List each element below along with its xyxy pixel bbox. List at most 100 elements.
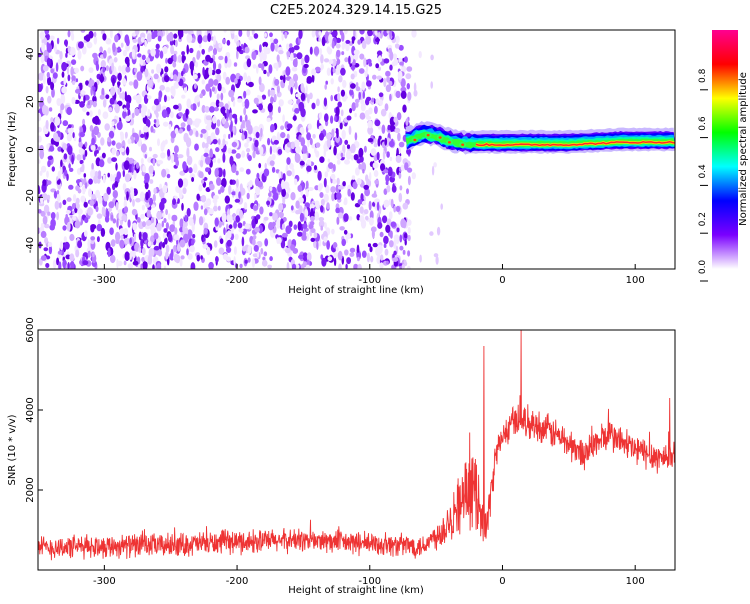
noise-speckle [164, 75, 170, 83]
noise-speckle [362, 90, 365, 100]
noise-speckle [433, 162, 437, 168]
noise-speckle [230, 30, 235, 34]
noise-speckle [202, 244, 208, 249]
noise-speckle [400, 164, 406, 171]
noise-speckle [401, 264, 405, 269]
noise-speckle [116, 120, 123, 131]
noise-speckle [125, 66, 131, 73]
noise-speckle [376, 75, 382, 80]
noise-speckle [300, 57, 305, 66]
noise-speckle [264, 238, 269, 247]
noise-speckle [182, 161, 187, 171]
noise-speckle [324, 171, 329, 178]
noise-speckle [319, 192, 324, 198]
noise-speckle [196, 254, 201, 262]
noise-speckle [201, 179, 205, 184]
spectrogram-y-ticks: -40 -20 0 20 40 [25, 48, 43, 253]
noise-speckle [133, 79, 139, 89]
signal-core-red [475, 141, 675, 147]
noise-speckle [189, 47, 194, 54]
y-tick-label: 2000 [25, 477, 36, 502]
noise-speckle [302, 252, 308, 261]
noise-speckle [177, 30, 184, 38]
noise-speckle [88, 30, 94, 39]
noise-speckle [395, 155, 402, 163]
noise-speckle [203, 152, 209, 158]
noise-speckle [372, 74, 377, 80]
noise-speckle [290, 87, 293, 95]
noise-speckle [117, 81, 121, 86]
noise-speckle [200, 133, 203, 138]
noise-speckle [268, 192, 272, 198]
noise-speckle [294, 178, 298, 186]
noise-speckle [44, 223, 50, 229]
noise-speckle [220, 185, 225, 193]
noise-speckle [290, 141, 295, 150]
noise-speckle [169, 224, 176, 233]
figure-title: C2E5.2024.329.14.15.G25 [270, 3, 442, 18]
noise-speckle [330, 173, 336, 180]
noise-speckle [69, 261, 75, 269]
noise-speckle [117, 87, 121, 95]
noise-speckle [254, 226, 260, 233]
noise-speckle [377, 244, 383, 255]
noise-speckle [141, 257, 146, 262]
noise-speckle [95, 205, 99, 213]
noise-speckle [213, 79, 219, 86]
noise-speckle [198, 216, 204, 226]
noise-speckle [361, 81, 366, 91]
noise-speckle [366, 30, 373, 37]
noise-speckle [367, 138, 374, 143]
noise-speckle [177, 103, 182, 112]
noise-speckle [171, 214, 178, 222]
noise-speckle [100, 227, 106, 237]
noise-speckle [266, 71, 270, 77]
noise-speckle [146, 131, 149, 138]
snr-series-line [38, 330, 675, 561]
noise-speckle [207, 33, 212, 42]
noise-speckle [202, 66, 205, 76]
spectrogram-noise-cloud [38, 30, 444, 269]
noise-speckle [217, 82, 222, 92]
noise-speckle [335, 246, 339, 252]
noise-speckle [170, 130, 177, 139]
noise-speckle [159, 50, 164, 59]
noise-speckle [85, 80, 89, 86]
noise-speckle [107, 247, 111, 258]
noise-speckle [67, 45, 71, 53]
noise-speckle [379, 262, 384, 269]
x-tick-label: -100 [358, 576, 381, 587]
noise-speckle [102, 50, 107, 59]
noise-speckle [111, 62, 114, 72]
noise-speckle [144, 68, 149, 78]
noise-speckle [153, 98, 160, 106]
noise-speckle [328, 59, 334, 65]
noise-speckle [311, 68, 317, 76]
noise-speckle [123, 107, 127, 112]
noise-speckle [230, 31, 235, 40]
noise-speckle [177, 198, 180, 204]
noise-speckle [183, 30, 189, 34]
noise-speckle [69, 46, 76, 56]
noise-speckle [144, 182, 149, 190]
noise-speckle [95, 60, 99, 69]
noise-speckle [339, 226, 345, 231]
noise-speckle [150, 235, 155, 243]
noise-speckle [263, 168, 270, 177]
noise-speckle [50, 68, 55, 74]
noise-speckle [91, 162, 94, 171]
noise-speckle [44, 237, 49, 244]
noise-speckle [82, 190, 86, 195]
noise-speckle [60, 166, 63, 175]
noise-speckle [323, 177, 327, 188]
noise-speckle [386, 185, 391, 193]
noise-speckle [117, 46, 121, 52]
noise-speckle [218, 63, 222, 70]
noise-speckle [238, 228, 244, 233]
noise-speckle [318, 31, 322, 36]
noise-speckle [182, 187, 187, 195]
noise-speckle [313, 46, 320, 56]
noise-speckle [404, 162, 409, 171]
noise-speckle [223, 133, 227, 139]
noise-speckle [165, 222, 169, 230]
